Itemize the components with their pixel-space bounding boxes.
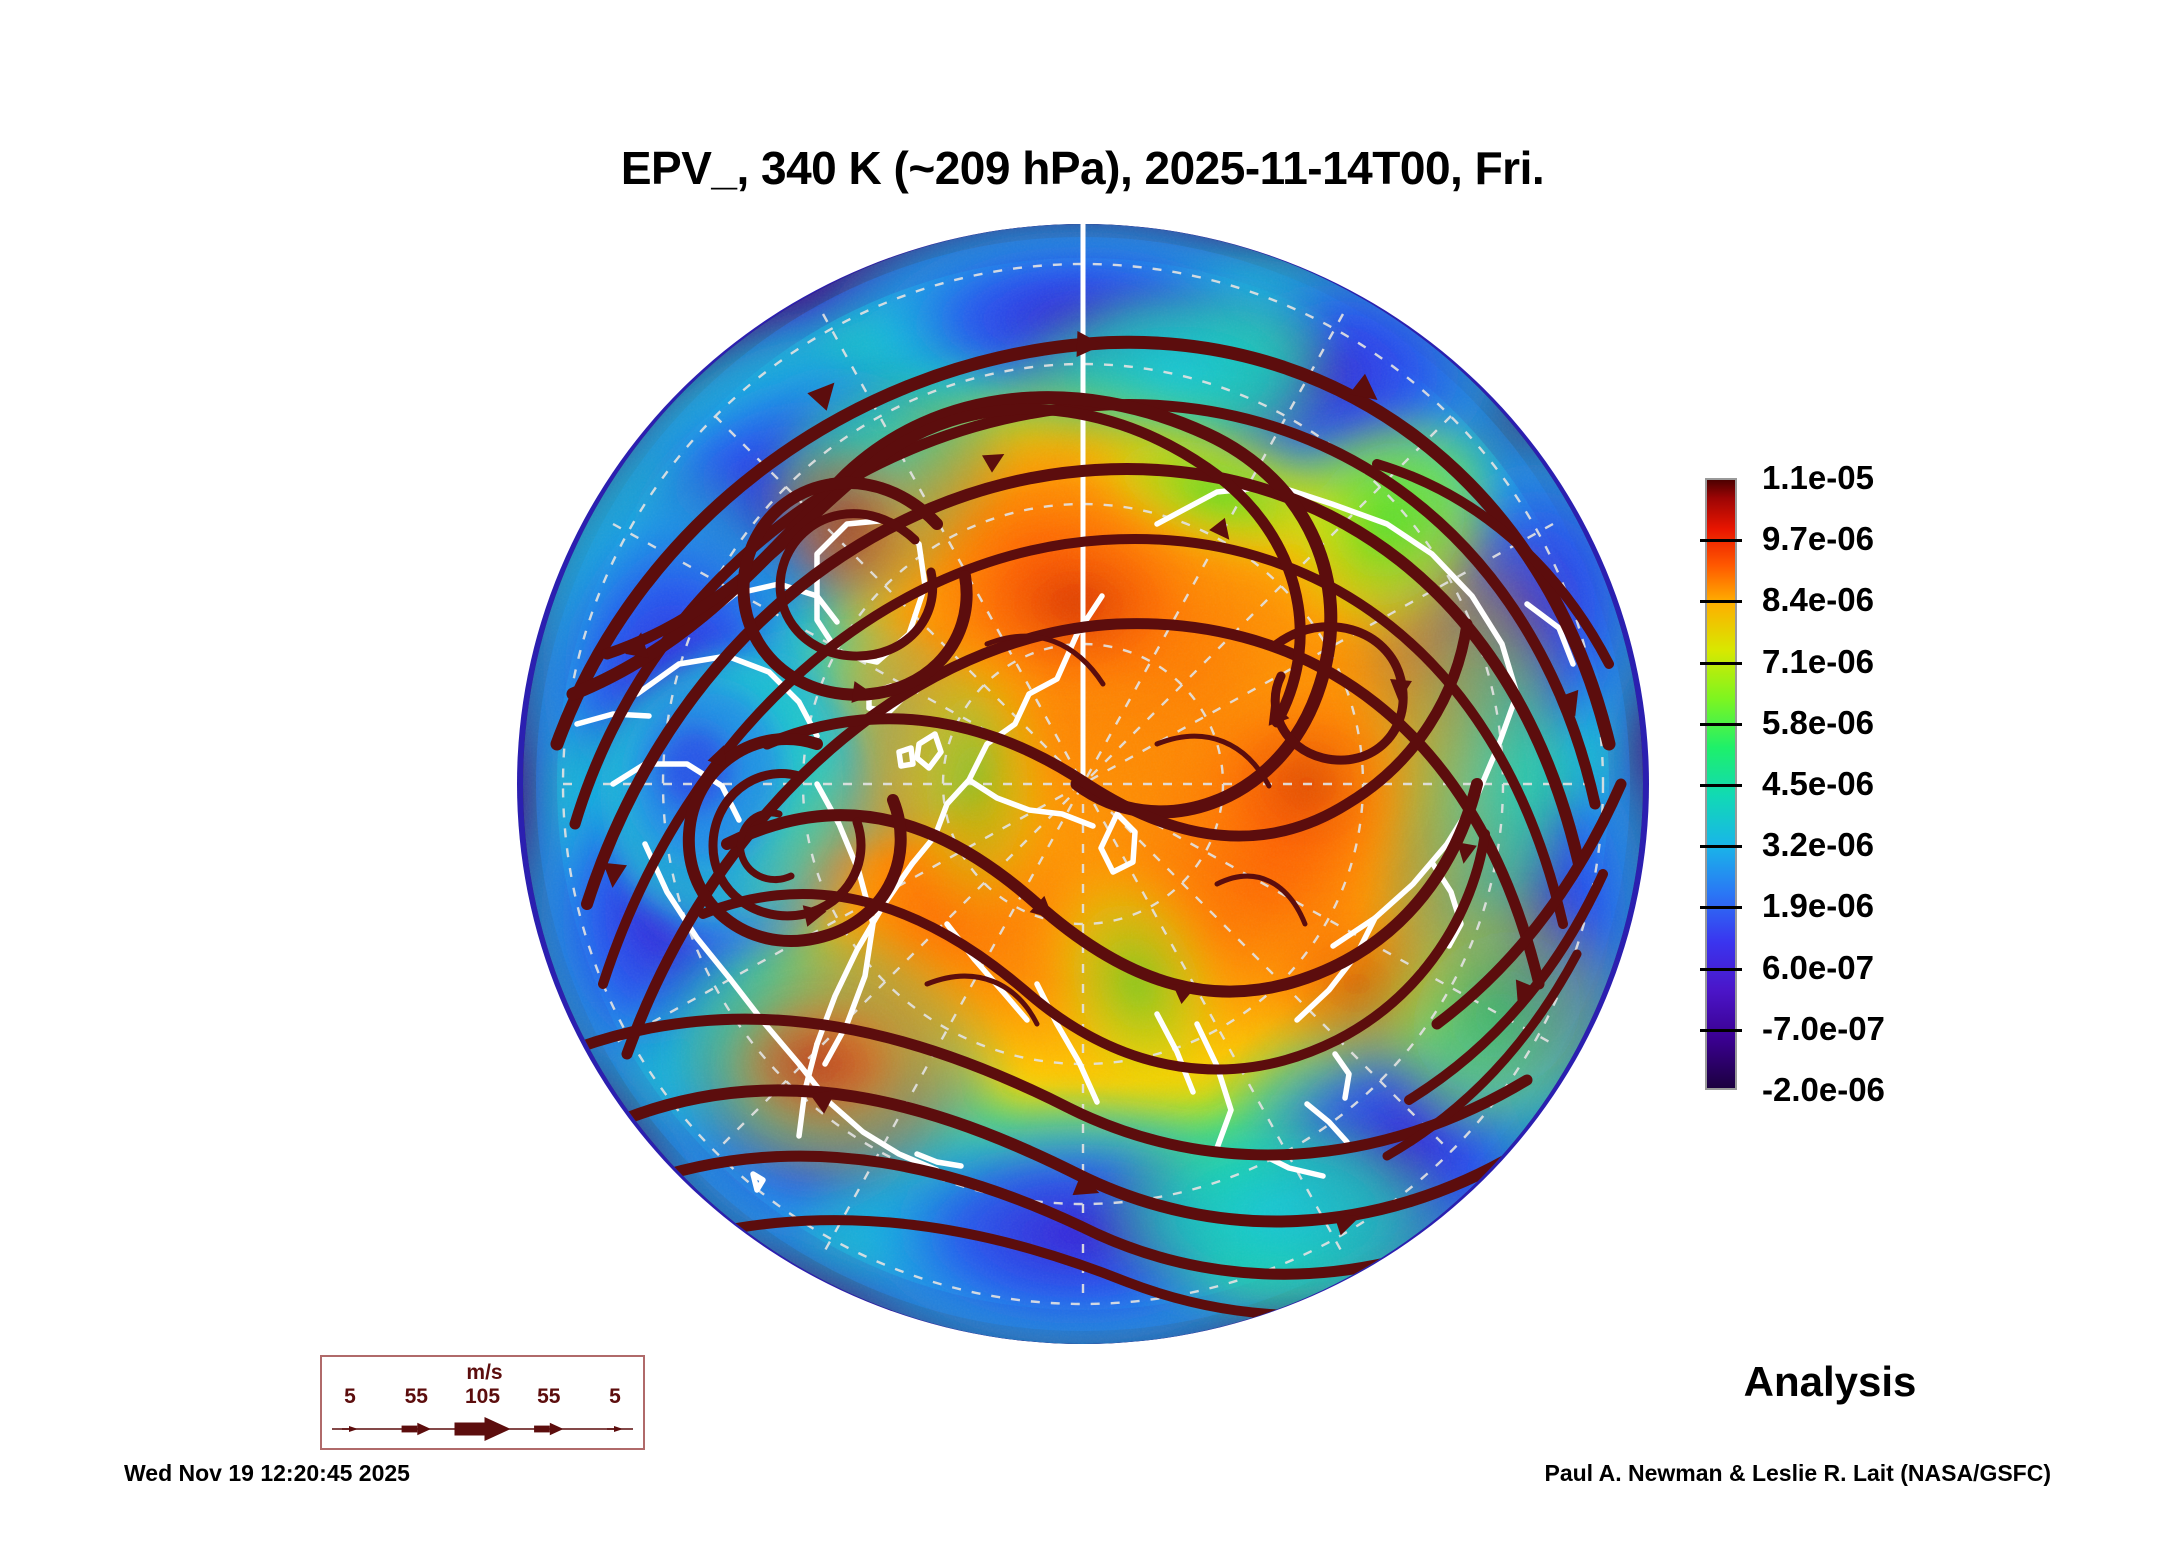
wind-key-value: 5 [344, 1385, 356, 1408]
author-credit: Paul A. Newman & Leslie R. Lait (NASA/GS… [1544, 1460, 2051, 1486]
map-field [523, 224, 1643, 1344]
wind-arrow-head-icon [614, 1426, 623, 1432]
page-title: EPV_, 340 K (~209 hPa), 2025-11-14T00, F… [620, 142, 1545, 194]
colorbar-tick-label: 1.9e-06 [1762, 887, 1874, 925]
wind-key-arrow-icons [322, 1415, 647, 1443]
wind-arrow-shaft [342, 1428, 349, 1430]
colorbar-tick [1700, 722, 1742, 726]
wind-speed-key: m/s 5 55 105 55 5 [320, 1355, 645, 1450]
wind-arrow-shaft [607, 1428, 614, 1430]
colorbar-tick [1700, 784, 1742, 787]
wind-arrow-head-icon [349, 1426, 358, 1432]
wind-key-arrow-row [332, 1417, 633, 1441]
colorbar-tick [1700, 600, 1742, 604]
generation-timestamp: Wed Nov 19 12:20:45 2025 [124, 1460, 410, 1486]
wind-key-value: 5 [609, 1385, 621, 1408]
wind-arrow-shaft [454, 1422, 485, 1436]
colorbar-tick-label: 3.2e-06 [1762, 826, 1874, 864]
analysis-label: Analysis [1743, 1358, 1917, 1405]
colorbar-tick-label: 9.7e-06 [1762, 520, 1874, 558]
globe-disc [517, 224, 1649, 1344]
wind-key-values: 5 55 105 55 5 [322, 1385, 647, 1411]
wind-arrow-shaft [401, 1425, 418, 1433]
wind-key-value: 105 [464, 1385, 501, 1408]
wind-key-value: 55 [404, 1385, 428, 1408]
colorbar-tick-label: 5.8e-06 [1762, 703, 1874, 741]
colorbar-tick [1700, 967, 1742, 971]
colorbar-tick [1700, 906, 1742, 910]
wind-key-unit-label: m/s [466, 1361, 503, 1384]
wind-arrow-head-icon [484, 1417, 511, 1441]
colorbar-tick-label: 7.1e-06 [1762, 642, 1874, 680]
colorbar-tick-label: 4.5e-06 [1762, 765, 1874, 802]
colorbar-tick [1700, 661, 1742, 665]
colorbar-tick-label: -2.0e-06 [1762, 1071, 1885, 1108]
colorbar-tick [1700, 845, 1742, 849]
colorbar-tick-label: -7.0e-07 [1762, 1009, 1885, 1047]
colorbar-tick [1700, 1028, 1742, 1032]
colorbar-tick-label: 6.0e-07 [1762, 948, 1874, 986]
polar-stereographic-map [517, 224, 1649, 1344]
wind-arrow-head-icon [549, 1422, 564, 1436]
colorbar-tick-label: 1.1e-05 [1762, 459, 1874, 496]
wind-key-value: 55 [537, 1385, 561, 1408]
streamline-arrowheads [603, 331, 1579, 1236]
colorbar-tick-label: 8.4e-06 [1762, 581, 1874, 619]
wind-arrow-head-icon [417, 1422, 431, 1436]
colorbar-tick [1700, 539, 1742, 543]
map-canvas [523, 224, 1643, 1344]
colorbar: 1.1e-05 9.7e-06 8.4e-06 7.1e-06 5.8e-06 4.5e-… [1700, 461, 2120, 1108]
wind-arrow-shaft [534, 1425, 550, 1433]
